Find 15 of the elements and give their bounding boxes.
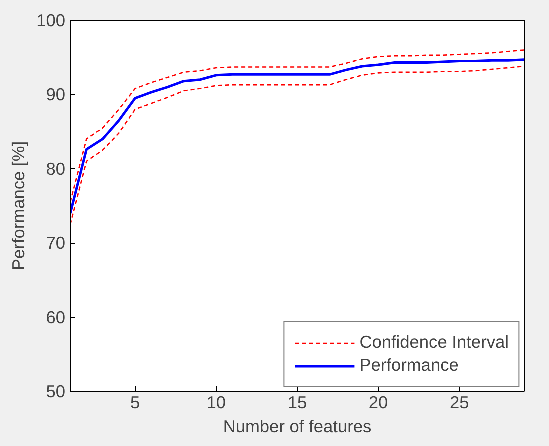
x-tick-label: 15 xyxy=(288,392,308,412)
x-tick-label: 25 xyxy=(450,392,470,412)
legend-label: Performance xyxy=(360,355,459,376)
y-tick-label: 60 xyxy=(46,307,66,328)
y-tick-label: 50 xyxy=(46,382,66,402)
x-tick-label: 5 xyxy=(130,392,140,412)
legend-label: Confidence Interval xyxy=(360,332,509,353)
y-axis-title: Performance [%] xyxy=(8,141,29,271)
x-tick-label: 10 xyxy=(206,392,226,412)
y-tick-label: 80 xyxy=(46,158,66,179)
y-tick-label: 70 xyxy=(46,233,66,254)
y-tick-label: 90 xyxy=(46,84,66,105)
x-axis-title: Number of features xyxy=(223,416,372,436)
y-tick-label: 100 xyxy=(36,10,66,30)
x-tick-label: 20 xyxy=(368,392,388,412)
